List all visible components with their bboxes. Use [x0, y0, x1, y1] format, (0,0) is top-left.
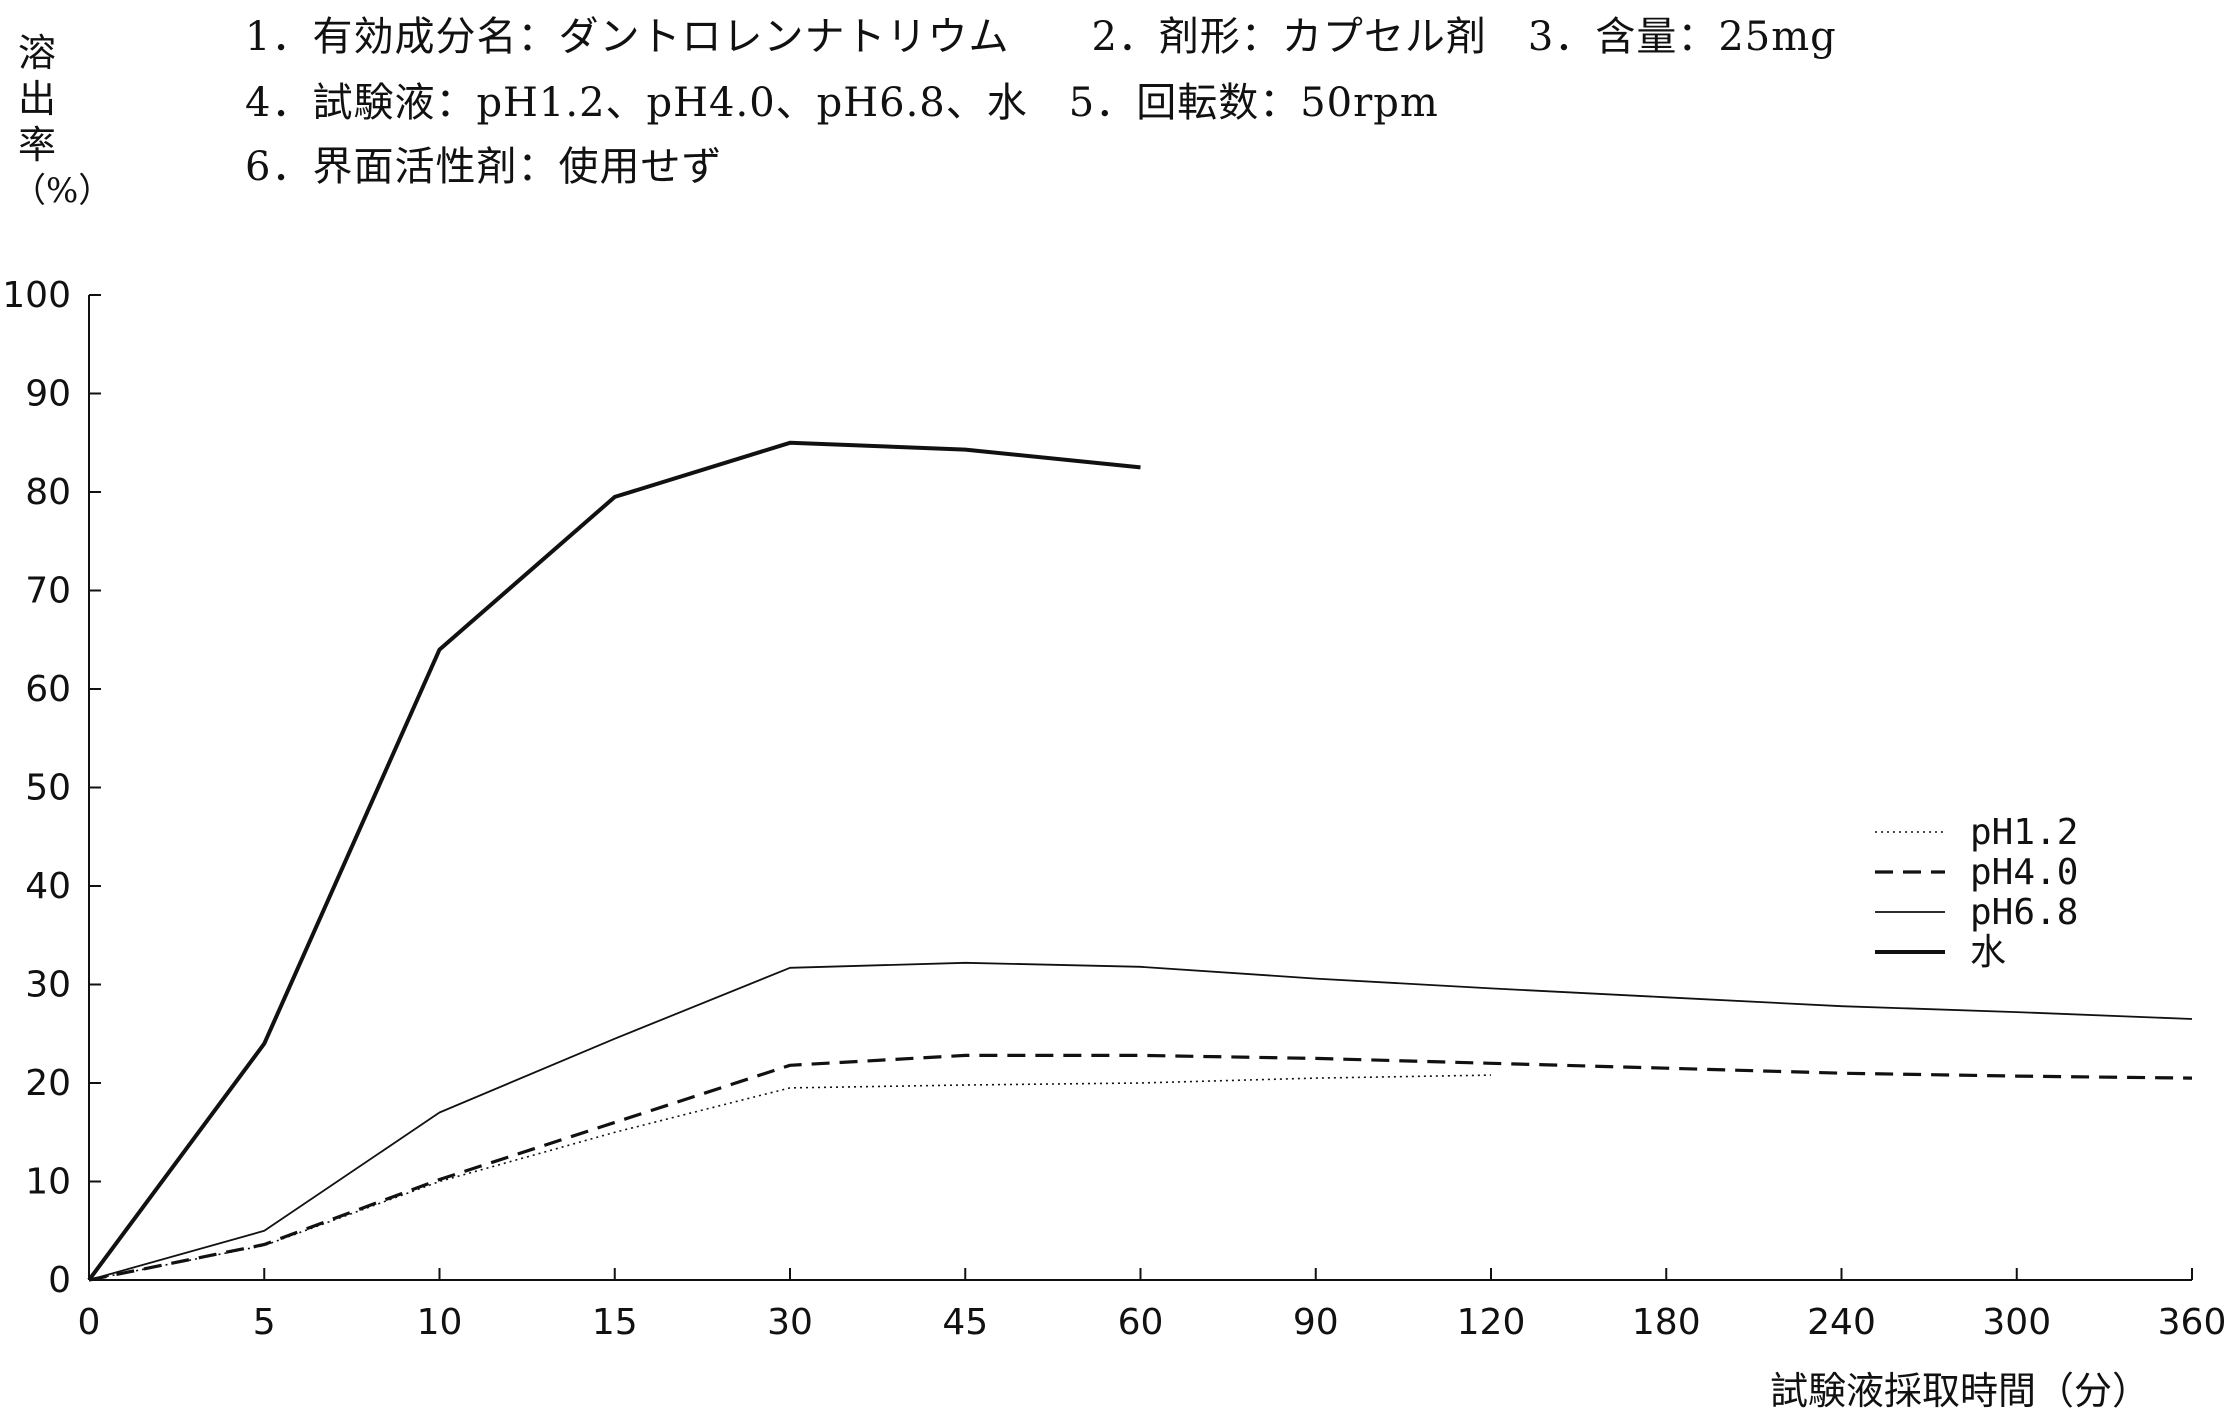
x-tick-label: 10 — [417, 1302, 463, 1343]
x-tick-label: 90 — [1293, 1302, 1339, 1343]
series-line-thick — [87, 440, 1141, 1282]
y-tick-label: 60 — [25, 669, 71, 710]
y-tick-label: 90 — [25, 374, 71, 415]
legend-label: pH1.2 — [1970, 812, 2078, 853]
legend-label: pH6.8 — [1970, 892, 2078, 933]
y-tick-label: 20 — [25, 1063, 71, 1104]
series-line-thin — [88, 961, 2193, 1281]
y-tick-label: 80 — [25, 472, 71, 513]
x-tick-label: 5 — [253, 1302, 276, 1343]
x-tick-label: 180 — [1632, 1302, 1701, 1343]
y-tick-label: 100 — [2, 275, 71, 316]
x-tick-label: 60 — [1118, 1302, 1164, 1343]
y-axis-label-char: 溶 — [17, 31, 56, 75]
y-tick-label: 40 — [25, 866, 71, 907]
x-tick-label: 30 — [767, 1302, 813, 1343]
series-line-dotted — [88, 1074, 1492, 1281]
legend-label: pH4.0 — [1970, 852, 2078, 893]
x-axis-label: 試験液採取時間（分） — [1770, 1369, 2150, 1413]
y-tick-label: 10 — [25, 1162, 71, 1203]
x-tick-label: 360 — [2158, 1302, 2227, 1343]
x-tick-label: 15 — [592, 1302, 638, 1343]
y-axis-label-char: 率 — [17, 123, 56, 167]
x-tick-label: 240 — [1807, 1302, 1876, 1343]
x-tick-label: 120 — [1457, 1302, 1526, 1343]
conditions-line-1: 1．有効成分名：ダントロレンナトリウム 2．剤形：カプセル剤 3．含量：25mg — [245, 14, 1837, 60]
conditions-line-2: 4．試験液：pH1.2、pH4.0、pH6.8、水 5．回転数：50rpm — [245, 80, 1439, 126]
y-tick-label: 50 — [25, 768, 71, 809]
x-tick-label: 45 — [942, 1302, 988, 1343]
y-axis-label-char: 出 — [17, 77, 56, 121]
legend-label: 水 — [1970, 932, 2006, 973]
series-line-dashed — [88, 1053, 2193, 1282]
y-tick-label: 30 — [25, 965, 71, 1006]
y-tick-label: 70 — [25, 571, 71, 612]
y-tick-label: 0 — [48, 1260, 71, 1301]
conditions-line-3: 6．界面活性剤：使用せず — [245, 144, 723, 190]
x-tick-label: 0 — [78, 1302, 101, 1343]
x-tick-label: 300 — [1982, 1302, 2051, 1343]
